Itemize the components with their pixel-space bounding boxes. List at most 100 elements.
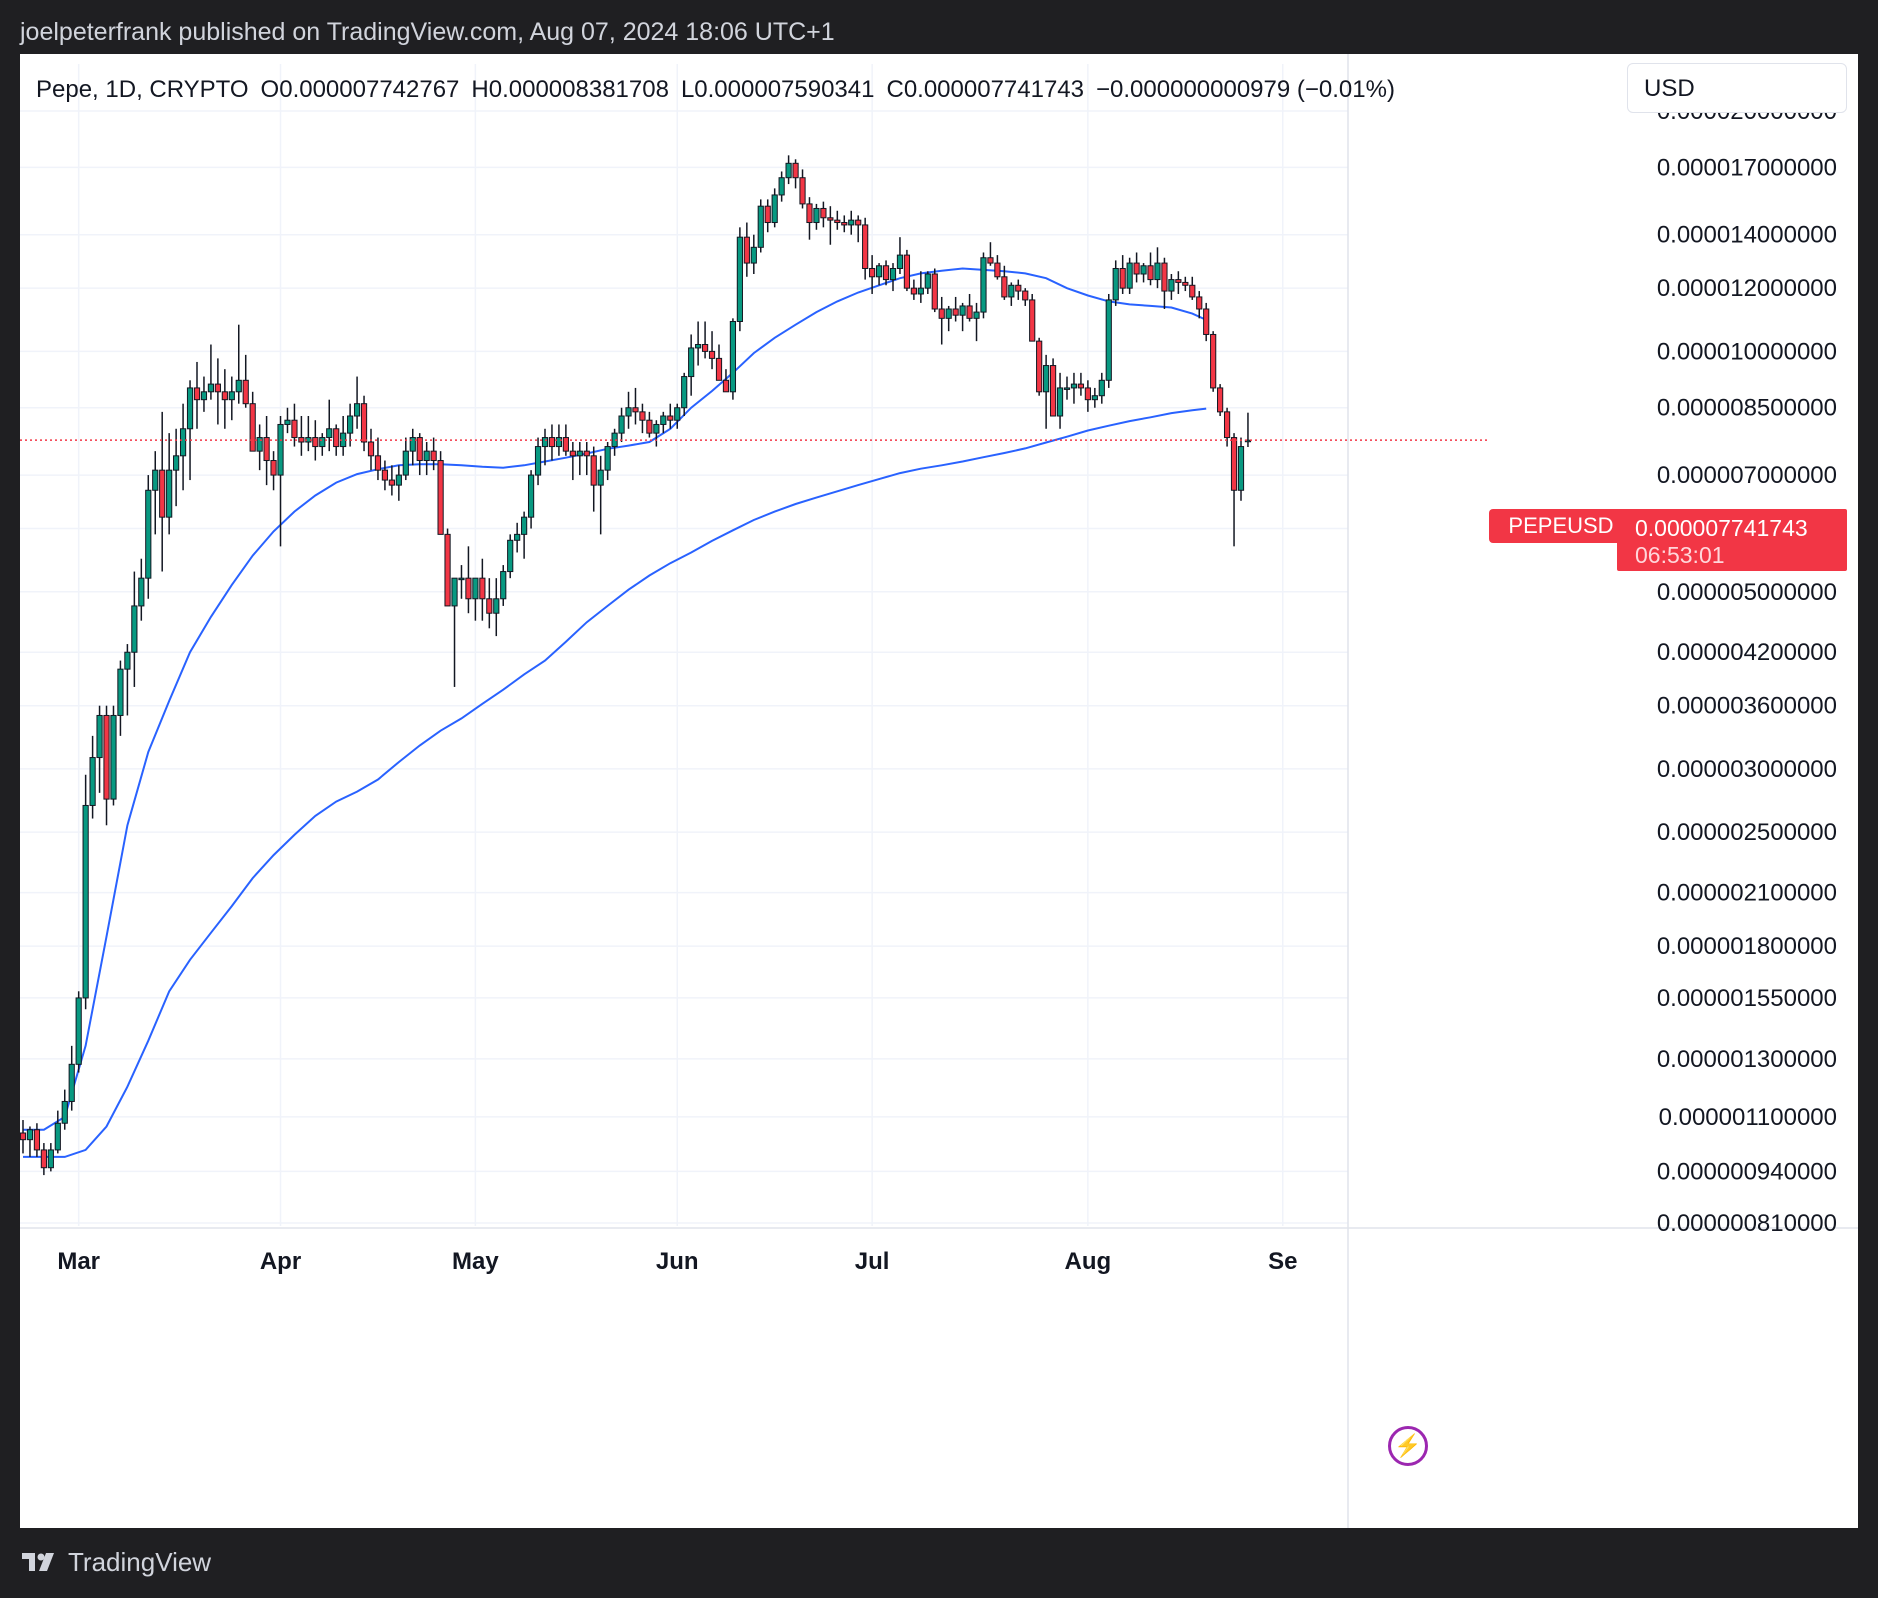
candle <box>465 546 472 614</box>
candle <box>200 376 208 412</box>
candle-body <box>437 460 444 535</box>
candle <box>26 1126 34 1157</box>
candle-body <box>701 344 709 352</box>
candlestick-chart[interactable]: 0.0000200000000.0000170000000.0000140000… <box>20 54 1858 1528</box>
time-tick-label: May <box>452 1248 499 1275</box>
candle <box>340 416 347 456</box>
candle <box>1133 252 1140 283</box>
candle-body <box>1126 262 1133 289</box>
candle <box>416 433 423 476</box>
candle <box>681 372 688 417</box>
candles <box>20 155 1252 1176</box>
candle <box>179 403 187 491</box>
candle-body <box>465 577 472 600</box>
candle <box>291 403 298 447</box>
candle <box>1084 380 1091 412</box>
candle-body <box>862 224 869 269</box>
moving-average-line <box>23 267 1207 1131</box>
candle <box>430 437 437 471</box>
candle-body <box>896 254 904 269</box>
candle-body <box>1175 279 1182 283</box>
candle <box>1022 288 1029 306</box>
time-tick-label: Apr <box>260 1248 301 1275</box>
candle-body <box>82 804 89 999</box>
lightning-bolt-icon[interactable]: ⚡ <box>1388 1426 1428 1466</box>
candle <box>688 334 695 396</box>
candle-body <box>653 423 660 434</box>
candle-body <box>186 387 194 430</box>
currency-selector[interactable]: USD <box>1627 63 1847 113</box>
price-tick-label: 0.000010000000 <box>1657 338 1837 365</box>
price-tick-label: 0.000001100000 <box>1659 1104 1837 1131</box>
candle <box>903 249 911 292</box>
candle-body <box>1070 383 1078 389</box>
candle-body <box>1063 387 1071 390</box>
candle-body <box>159 469 166 518</box>
candle <box>305 416 312 452</box>
candle <box>249 391 256 452</box>
candle-body <box>1237 446 1245 491</box>
candle <box>193 361 201 429</box>
chart-frame[interactable]: 0.0000200000000.0000170000000.0000140000… <box>20 54 1858 1528</box>
candle-body <box>1098 379 1105 397</box>
price-axis: 0.0000200000000.0000170000000.0000140000… <box>1657 98 1837 1237</box>
candle <box>402 437 409 481</box>
candle-body <box>966 305 973 319</box>
candle-body <box>1196 296 1203 310</box>
candle-body <box>381 469 389 481</box>
candle <box>298 416 305 456</box>
candle <box>103 705 110 826</box>
time-tick-label: Se <box>1268 1248 1297 1275</box>
candle <box>848 210 855 235</box>
candle-body <box>527 474 535 518</box>
candle-body <box>284 419 291 425</box>
candle <box>1175 271 1182 294</box>
time-tick-label: Mar <box>57 1248 100 1275</box>
candle <box>667 403 674 429</box>
candle-body <box>312 437 319 448</box>
candle-body <box>152 469 159 491</box>
candle-body <box>444 533 451 607</box>
candle <box>423 442 430 476</box>
candle-body <box>47 1149 54 1169</box>
candle-body <box>1105 299 1112 381</box>
candle-body <box>799 177 806 205</box>
candle <box>486 578 493 629</box>
candle <box>771 188 778 228</box>
candle-body <box>20 1132 27 1141</box>
candle-body <box>1210 333 1217 389</box>
candle <box>47 1143 54 1172</box>
candle <box>869 255 876 294</box>
candle <box>458 565 465 599</box>
candle <box>1217 384 1224 417</box>
candle <box>632 387 639 425</box>
candle <box>750 234 757 274</box>
candle <box>75 991 82 1073</box>
legend-symbol: Pepe, 1D, CRYPTO <box>36 76 249 103</box>
candle <box>611 428 618 456</box>
candle <box>1168 273 1175 300</box>
candle <box>1008 282 1015 306</box>
candle <box>896 237 904 274</box>
candle-body <box>1029 299 1036 342</box>
candle-body <box>124 651 131 670</box>
candle-body <box>1008 284 1015 298</box>
candle-body <box>131 605 138 653</box>
candle-body <box>695 344 702 349</box>
legend-change: −0.000000000979 (−0.01%) <box>1096 76 1395 103</box>
candle-body <box>242 379 249 405</box>
candle <box>284 407 291 434</box>
candle <box>68 1045 75 1111</box>
candle <box>159 411 166 572</box>
candle-body <box>917 287 924 295</box>
candle <box>131 571 138 687</box>
candle <box>882 260 890 286</box>
candle <box>514 522 521 553</box>
candle-body <box>451 577 458 607</box>
candle-body <box>1036 340 1043 393</box>
candle-body <box>938 308 945 319</box>
price-tick-label: 0.000012000000 <box>1657 275 1837 302</box>
candle-body <box>729 320 737 393</box>
candle <box>1126 257 1133 294</box>
candle-body <box>555 437 563 448</box>
